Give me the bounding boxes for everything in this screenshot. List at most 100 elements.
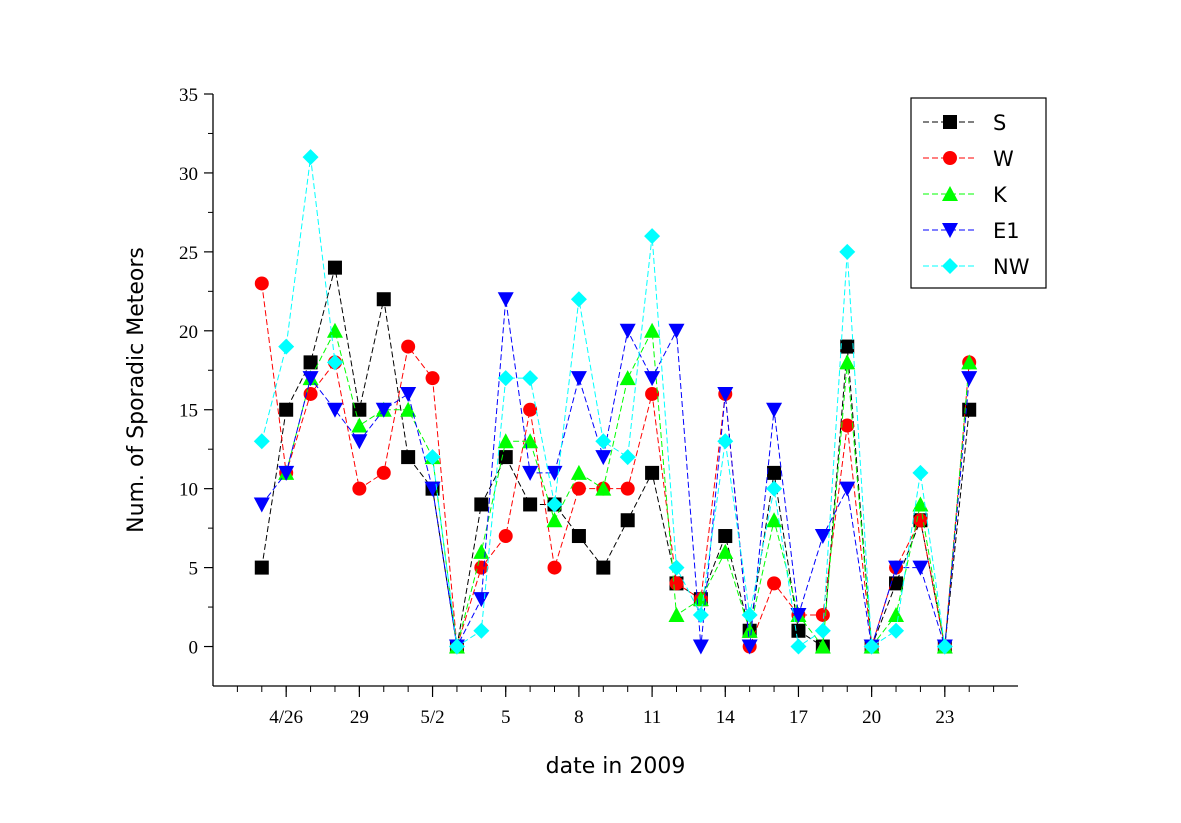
data-point-e1 — [692, 639, 709, 655]
data-point-s — [645, 465, 660, 480]
y-tick-label: 35 — [179, 85, 198, 106]
x-tick-label: 14 — [716, 707, 736, 728]
y-tick-label: 10 — [179, 480, 198, 501]
data-point-w — [645, 386, 660, 401]
data-point-nw — [497, 370, 514, 387]
data-point-s — [840, 339, 855, 354]
data-point-nw — [839, 243, 856, 260]
data-point-e1 — [814, 529, 831, 545]
series-line-s — [261, 267, 970, 648]
data-point-s — [571, 529, 586, 544]
data-point-e1 — [570, 371, 587, 387]
y-tick-label: 25 — [179, 243, 198, 264]
data-point-k — [912, 496, 929, 512]
data-point-e1 — [741, 639, 758, 655]
data-point-e1 — [302, 371, 319, 387]
data-point-w — [840, 418, 855, 433]
data-point-k — [814, 638, 831, 654]
data-point-s — [474, 497, 489, 512]
data-point-k — [766, 512, 783, 528]
data-point-nw — [717, 433, 734, 450]
data-point-k — [741, 622, 758, 638]
data-point-e1 — [351, 434, 368, 450]
axes: 0 5 10 15 20 25 30 35 4/26 29 5/2 5 8 11 14 17 20 23 — [179, 85, 1018, 728]
data-point-s — [596, 560, 611, 575]
data-point-s — [523, 497, 538, 512]
data-point-e1 — [668, 323, 685, 339]
data-point-nw — [546, 496, 563, 513]
data-point-k — [839, 354, 856, 370]
y-tick-label: 0 — [189, 638, 199, 659]
x-tick-label: 23 — [935, 707, 954, 728]
data-point-s — [498, 450, 513, 465]
data-point-nw — [790, 638, 807, 655]
data-point-k — [400, 401, 417, 417]
data-point-s — [327, 260, 342, 275]
y-axis-title: Num. of Sporadic Meteors — [124, 247, 149, 533]
series-line-w — [261, 283, 970, 647]
data-point-s — [401, 450, 416, 465]
x-tick-label: 20 — [862, 707, 881, 728]
data-point-nw — [570, 291, 587, 308]
data-point-e1 — [644, 371, 661, 387]
legend-marker-w — [943, 151, 957, 165]
legend-label-s: S — [993, 111, 1006, 135]
series-line-nw — [432, 236, 946, 648]
data-point-nw — [473, 622, 490, 639]
data-point-nw — [253, 433, 270, 450]
data-point-nw — [814, 622, 831, 639]
data-point-e1 — [717, 386, 734, 402]
data-point-w — [352, 481, 367, 496]
data-point-nw — [692, 606, 709, 623]
legend: SWK E1 NW — [910, 97, 1047, 289]
y-tick-label: 30 — [179, 164, 198, 185]
data-point-nw — [326, 354, 343, 371]
data-point-w — [254, 276, 269, 291]
x-tick-label: 17 — [789, 707, 808, 728]
data-point-k — [717, 543, 734, 559]
x-tick-label: 4/26 — [269, 707, 303, 728]
data-point-nw — [522, 370, 539, 387]
data-point-e1 — [912, 560, 929, 576]
data-point-e1 — [619, 323, 636, 339]
data-point-k — [888, 606, 905, 622]
data-point-e1 — [766, 402, 783, 418]
data-point-e1 — [839, 481, 856, 497]
data-point-nw — [766, 480, 783, 497]
legend-label-e1: E1 — [993, 219, 1020, 243]
data-point-k — [473, 543, 490, 559]
data-point-s — [791, 623, 806, 638]
data-point-k — [961, 354, 978, 370]
data-point-k — [570, 464, 587, 480]
data-point-s — [303, 355, 318, 370]
data-point-w — [498, 529, 513, 544]
data-point-w — [376, 465, 391, 480]
y-tick-label: 20 — [179, 322, 198, 343]
data-point-s — [376, 292, 391, 307]
data-point-s — [718, 529, 733, 544]
y-tick-label: 15 — [179, 401, 198, 422]
data-point-e1 — [888, 560, 905, 576]
legend-marker-nw — [942, 258, 958, 274]
legend-marker-e1 — [942, 223, 958, 238]
data-point-nw — [278, 338, 295, 355]
data-point-k — [668, 606, 685, 622]
data-point-nw — [668, 559, 685, 576]
series-line-e1 — [261, 299, 970, 649]
data-point-nw — [912, 464, 929, 481]
x-tick-label: 5/2 — [420, 707, 444, 728]
series-line-nw — [261, 157, 336, 442]
x-tick-label: 29 — [350, 707, 369, 728]
data-point-w — [401, 339, 416, 354]
x-tick-label: 8 — [574, 707, 584, 728]
series-layer — [253, 149, 978, 655]
data-point-s — [254, 560, 269, 575]
data-point-w — [523, 402, 538, 417]
data-point-nw — [448, 638, 465, 655]
legend-marker-s — [943, 115, 957, 129]
data-point-w — [669, 576, 684, 591]
data-point-e1 — [375, 402, 392, 418]
data-point-nw — [644, 228, 661, 245]
data-point-s — [620, 513, 635, 528]
